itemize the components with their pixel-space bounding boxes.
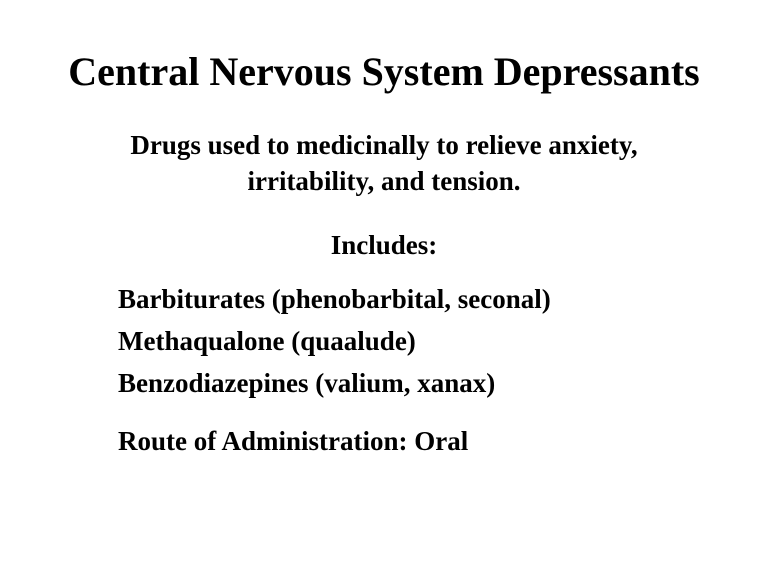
includes-list: Barbiturates (phenobarbital, seconal) Me… [0, 279, 768, 405]
slide-subtitle: Drugs used to medicinally to relieve anx… [0, 127, 768, 200]
slide-container: Central Nervous System Depressants Drugs… [0, 0, 768, 576]
list-item: Benzodiazepines (valium, xanax) [118, 363, 768, 405]
slide-title: Central Nervous System Depressants [0, 48, 768, 95]
includes-label: Includes: [0, 230, 768, 261]
list-item: Methaqualone (quaalude) [118, 321, 768, 363]
route-of-administration: Route of Administration: Oral [0, 426, 768, 457]
list-item: Barbiturates (phenobarbital, seconal) [118, 279, 768, 321]
